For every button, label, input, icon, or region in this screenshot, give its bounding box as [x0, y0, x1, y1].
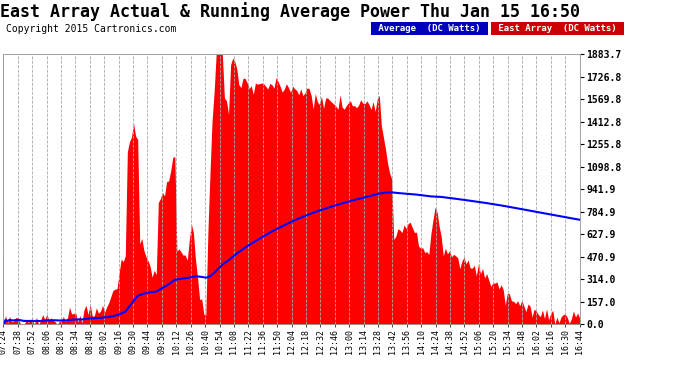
Text: Average  (DC Watts): Average (DC Watts): [373, 24, 486, 33]
Text: East Array Actual & Running Average Power Thu Jan 15 16:50: East Array Actual & Running Average Powe…: [0, 2, 580, 21]
Text: Copyright 2015 Cartronics.com: Copyright 2015 Cartronics.com: [6, 24, 176, 34]
Text: East Array  (DC Watts): East Array (DC Watts): [493, 24, 622, 33]
